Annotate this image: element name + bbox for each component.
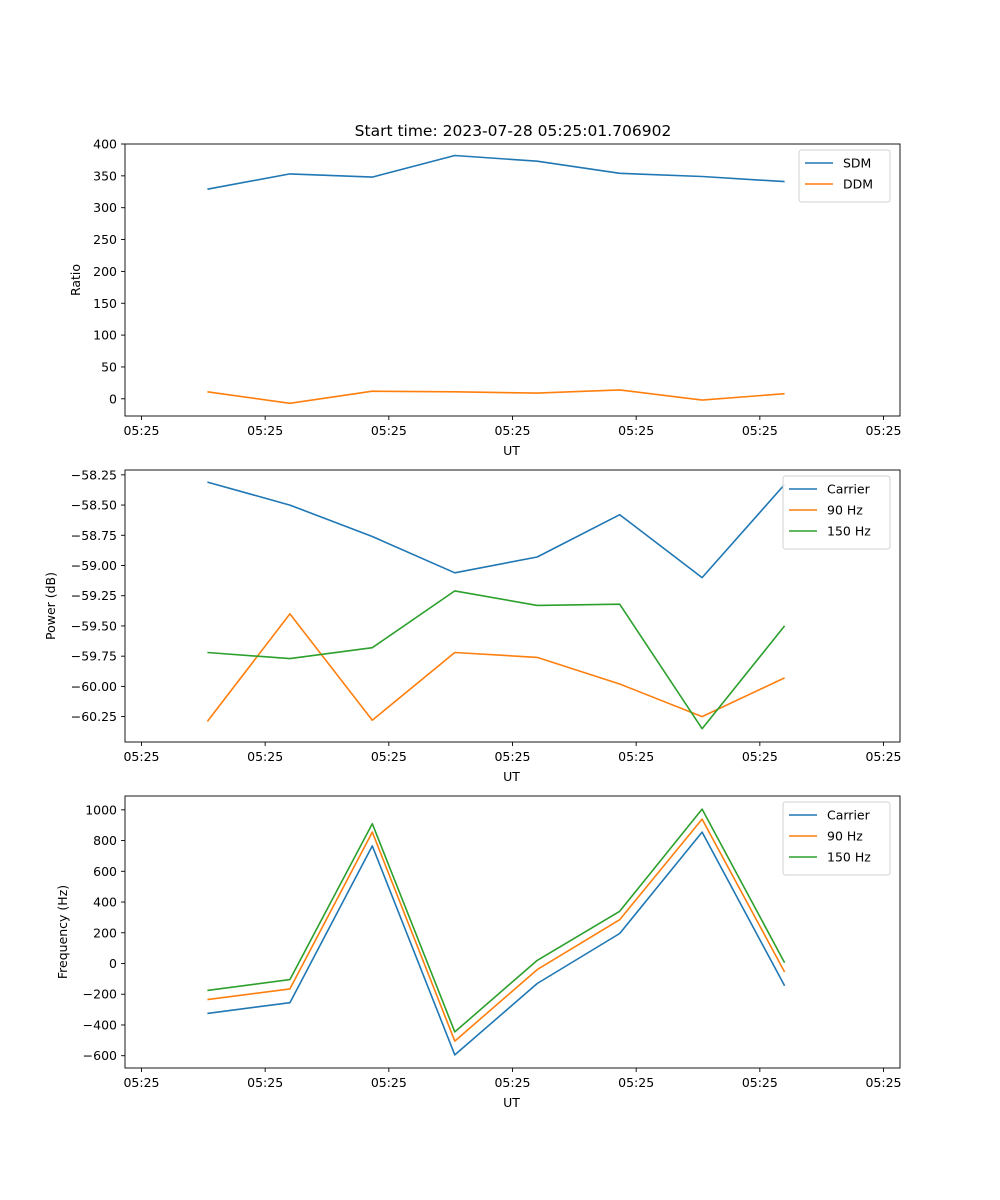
y-tick-label: 1000 bbox=[85, 802, 117, 817]
y-tick-label: −400 bbox=[83, 1017, 117, 1032]
y-tick-label: 800 bbox=[93, 833, 117, 848]
subplot-2: −58.25 −58.50 −58.75 −59.00 −59.25 −59.50 −59.… bbox=[43, 467, 902, 784]
legend-label: Carrier bbox=[827, 808, 871, 823]
legend-label: 150 Hz bbox=[827, 850, 871, 865]
y-tick-label: 0 bbox=[109, 391, 117, 406]
legend-label: 90 Hz bbox=[827, 829, 863, 844]
x-tick-label: 05:25 bbox=[371, 749, 407, 764]
y-tick-label: −58.50 bbox=[71, 498, 117, 513]
y-tick-label: 200 bbox=[93, 264, 117, 279]
x-tick-label: 05:25 bbox=[123, 1075, 159, 1090]
y-tick-label: 400 bbox=[93, 137, 117, 152]
x-tick-label: 05:25 bbox=[494, 749, 530, 764]
x-axis-label: UT bbox=[503, 443, 520, 458]
subplots: 0 50 100 150 200 250 300 350 400 05:25 05:25 05:25 0… bbox=[43, 137, 902, 1111]
series-line-ddm bbox=[207, 389, 785, 405]
y-axis-label: Frequency (Hz) bbox=[55, 885, 70, 979]
x-tick-label: 05:25 bbox=[742, 423, 778, 438]
legend-label: 90 Hz bbox=[827, 503, 863, 518]
figure-title: Start time: 2023-07-28 05:25:01.706902 bbox=[355, 122, 672, 140]
x-tick-label: 05:25 bbox=[494, 423, 530, 438]
y-tick-label: −59.25 bbox=[71, 588, 117, 603]
series-line-carrier bbox=[207, 831, 786, 1056]
x-axis-label: UT bbox=[503, 769, 520, 784]
y-tick-label: −200 bbox=[83, 987, 117, 1002]
y-tick-label: 300 bbox=[93, 200, 117, 215]
x-tick-label: 05:25 bbox=[618, 423, 654, 438]
x-tick-label: 05:25 bbox=[494, 1075, 530, 1090]
axes-frame bbox=[124, 795, 901, 1069]
legend: SDM DDM bbox=[798, 149, 891, 203]
legend-label: Carrier bbox=[827, 482, 871, 497]
x-tick-label: 05:25 bbox=[865, 423, 901, 438]
x-tick-label: 05:25 bbox=[247, 749, 283, 764]
y-tick-label: 100 bbox=[93, 328, 117, 343]
x-axis-label: UT bbox=[503, 1095, 520, 1110]
series-line-90-hz bbox=[207, 818, 786, 1042]
subplot-3: −600 −400 −200 0 200 400 600 800 1000 05:25 05:25 0… bbox=[55, 795, 902, 1110]
x-tick-label: 05:25 bbox=[865, 1075, 901, 1090]
y-tick-label: 350 bbox=[93, 168, 117, 183]
x-tick-label: 05:25 bbox=[618, 1075, 654, 1090]
y-tick-label: 50 bbox=[101, 359, 117, 374]
y-tick-label: −59.00 bbox=[71, 558, 117, 573]
axes-frame bbox=[124, 469, 901, 743]
series-line-90-hz bbox=[206, 613, 785, 722]
x-tick-label: 05:25 bbox=[742, 1075, 778, 1090]
legend-label: SDM bbox=[843, 156, 871, 171]
y-tick-label: −58.25 bbox=[71, 467, 117, 482]
x-tick-label: 05:25 bbox=[123, 423, 159, 438]
legend: Carrier 90 Hz 150 Hz bbox=[782, 475, 891, 550]
y-tick-label: −600 bbox=[83, 1048, 117, 1063]
series-line-150-hz bbox=[207, 808, 786, 1033]
x-tick-label: 05:25 bbox=[247, 1075, 283, 1090]
axes-frame bbox=[124, 143, 901, 417]
x-tick-label: 05:25 bbox=[371, 1075, 407, 1090]
series-line-sdm bbox=[207, 154, 785, 190]
legend-label: DDM bbox=[843, 177, 873, 192]
y-tick-label: −59.75 bbox=[71, 649, 117, 664]
x-tick-label: 05:25 bbox=[742, 749, 778, 764]
series-line-150-hz bbox=[207, 590, 786, 730]
y-axis-label: Power (dB) bbox=[43, 572, 58, 640]
y-tick-label: −59.50 bbox=[71, 618, 117, 633]
legend: Carrier 90 Hz 150 Hz bbox=[782, 801, 891, 876]
y-tick-label: 600 bbox=[93, 864, 117, 879]
y-tick-label: 200 bbox=[93, 925, 117, 940]
y-tick-label: 250 bbox=[93, 232, 117, 247]
y-tick-label: 0 bbox=[109, 956, 117, 971]
legend-label: 150 Hz bbox=[827, 524, 871, 539]
y-tick-label: −58.75 bbox=[71, 528, 117, 543]
x-tick-label: 05:25 bbox=[865, 749, 901, 764]
series-line-carrier bbox=[207, 481, 786, 579]
x-tick-label: 05:25 bbox=[618, 749, 654, 764]
y-tick-label: −60.25 bbox=[71, 709, 117, 724]
y-axis-label: Ratio bbox=[68, 264, 83, 296]
y-tick-label: 400 bbox=[93, 895, 117, 910]
y-tick-label: 150 bbox=[93, 296, 117, 311]
y-tick-label: −60.00 bbox=[71, 679, 117, 694]
subplot-1: 0 50 100 150 200 250 300 350 400 05:25 05:25 05:25 0… bbox=[68, 137, 902, 459]
x-tick-label: 05:25 bbox=[123, 749, 159, 764]
x-tick-label: 05:25 bbox=[247, 423, 283, 438]
x-tick-label: 05:25 bbox=[371, 423, 407, 438]
